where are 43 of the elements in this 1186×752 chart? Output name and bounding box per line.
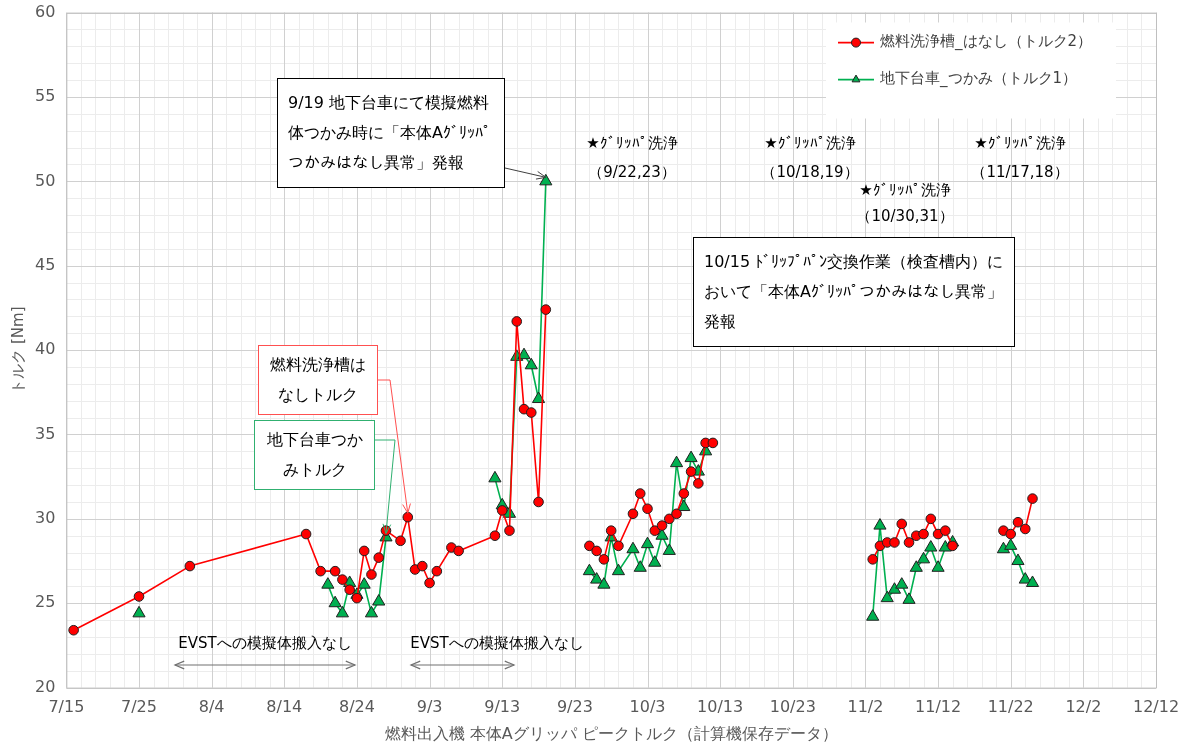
x-tick-label: 11/2 — [847, 697, 884, 717]
x-tick-label: 8/4 — [198, 697, 225, 717]
x-tick-label: 12/12 — [1132, 697, 1180, 717]
annotation: ★ｸﾞﾘｯﾊﾟ洗浄 — [974, 133, 1066, 153]
annotation: ★ｸﾞﾘｯﾊﾟ洗浄 — [859, 180, 951, 200]
y-tick-label: 45 — [35, 254, 56, 274]
legend-label: 地下台車_つかみ（トルク1） — [879, 69, 1078, 89]
annotation: 10/15 ﾄﾞﾘｯﾌﾟﾊﾟﾝ交換作業（検査槽内）において「本体Aｸﾞﾘｯﾊﾟつかみはなし異常」発報 — [693, 237, 1015, 347]
x-tick-label: 9/13 — [484, 697, 521, 717]
annotation: 地下台車つかみトルク — [254, 420, 375, 490]
annotation: EVSTへの模擬体搬入なし — [178, 633, 352, 653]
x-tick-label: 7/15 — [48, 697, 85, 717]
x-tick-label: 9/3 — [416, 697, 443, 717]
x-tick-label: 9/23 — [556, 697, 593, 717]
annotation: ★ｸﾞﾘｯﾊﾟ洗浄 — [764, 133, 856, 153]
annotation: ★ｸﾞﾘｯﾊﾟ洗浄 — [586, 133, 678, 153]
x-tick-label: 10/23 — [769, 697, 816, 717]
annotation: （10/30,31） — [856, 206, 954, 226]
y-tick-label: 25 — [35, 592, 56, 612]
x-tick-label: 10/13 — [697, 697, 744, 717]
x-tick-label: 8/14 — [266, 697, 303, 717]
y-tick-label: 20 — [35, 676, 56, 696]
y-tick-label: 55 — [35, 86, 56, 106]
y-tick-label: 50 — [35, 170, 56, 190]
annotation: （10/18,19） — [761, 162, 859, 182]
x-tick-label: 11/12 — [915, 697, 962, 717]
x-axis-title: 燃料出入機 本体Aグリッパ ピークトルク（計算機保存データ） — [384, 723, 838, 743]
annotation: 燃料洗浄槽はなしトルク — [258, 345, 378, 415]
y-tick-label: 60 — [35, 1, 56, 21]
y-tick-label: 30 — [35, 508, 56, 528]
annotation: 9/19 地下台車にて模擬燃料体つかみ時に「本体Aｸﾞﾘｯﾊﾟつかみはなし異常」発報 — [277, 78, 505, 188]
annotation: （11/17,18） — [971, 162, 1069, 182]
y-axis-title: トルク [Nm] — [8, 306, 27, 394]
x-tick-label: 11/22 — [987, 697, 1034, 717]
x-tick-label: 12/2 — [1065, 697, 1102, 717]
annotation: （9/22,23） — [588, 162, 676, 182]
annotation: EVSTへの模擬体搬入なし — [410, 633, 584, 653]
x-tick-label: 10/3 — [629, 697, 666, 717]
x-tick-label: 8/24 — [338, 697, 375, 717]
y-tick-label: 35 — [35, 423, 56, 443]
legend-label: 燃料洗浄槽_はなし（トルク2） — [880, 32, 1093, 52]
y-tick-label: 40 — [35, 339, 56, 359]
x-tick-label: 7/25 — [121, 697, 157, 717]
